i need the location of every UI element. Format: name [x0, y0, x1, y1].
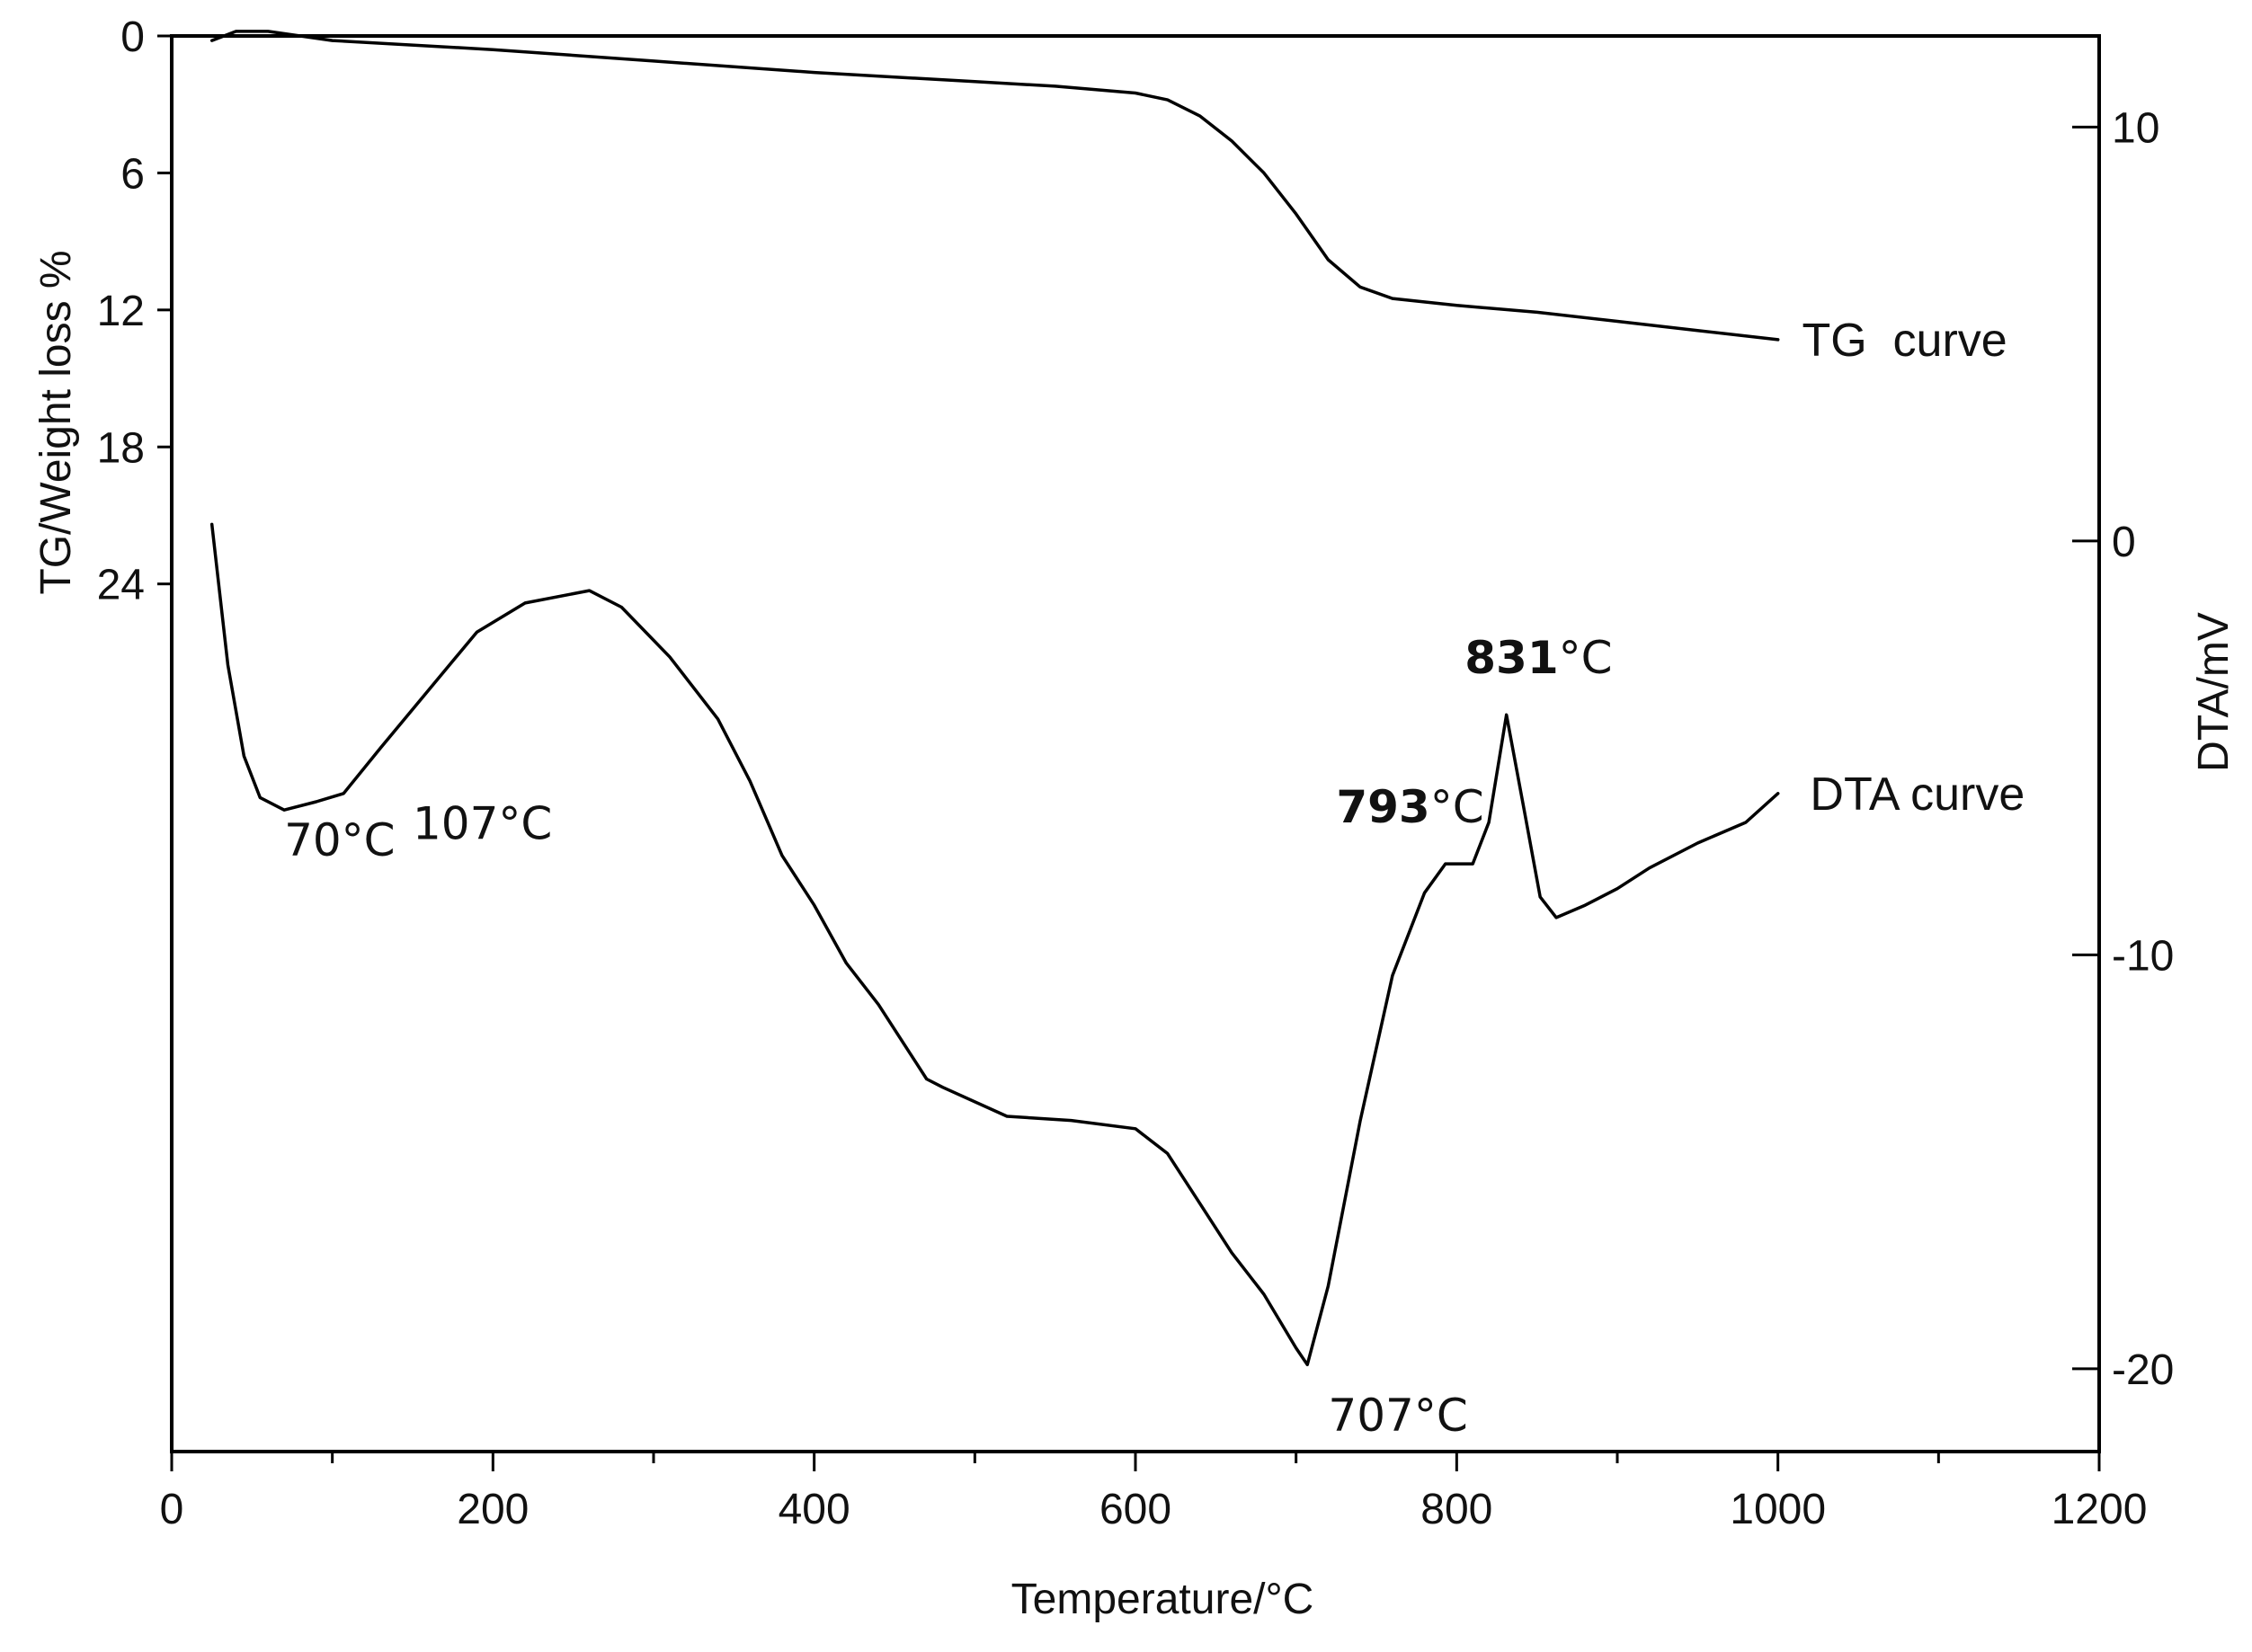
dta-series-line: [209, 522, 1780, 1367]
left-y-tick-label: 0: [120, 13, 145, 61]
annotation-text: 70°C: [284, 814, 396, 866]
annotation-a793: 793°C: [1336, 781, 1483, 833]
x-tick-label: 600: [1099, 1486, 1171, 1533]
x-axis-ticks: 0 200 400 600 800 1000 1200: [160, 1452, 2148, 1533]
dta-label: DTA curve: [1810, 768, 2025, 821]
left-y-axis-label: TG/Weight loss %: [32, 250, 80, 594]
annotation-text: °C: [1430, 781, 1484, 833]
tg-series-line: [209, 30, 1780, 342]
x-tick-label: 200: [457, 1486, 529, 1533]
annotation-text: °C: [1559, 632, 1613, 684]
left-y-tick-label: 18: [97, 424, 145, 472]
right-y-tick-label: 10: [2112, 104, 2159, 152]
annotation-text: 707°C: [1328, 1390, 1467, 1442]
left-y-tick-label: 12: [97, 288, 145, 335]
annotation-a107: 107°C: [413, 797, 552, 849]
right-y-tick-label: -10: [2112, 932, 2174, 980]
annotation-a707: 707°C: [1328, 1390, 1467, 1442]
annotation-a70: 70°C: [284, 814, 396, 866]
tg-label: TG curve: [1802, 315, 2007, 367]
right-y-tick-label: 0: [2112, 519, 2136, 566]
right-y-axis-ticks: 10 0 -10 -20: [2072, 104, 2174, 1394]
plot-frame: [170, 34, 2101, 1453]
x-tick-label: 0: [160, 1486, 184, 1533]
left-y-tick-label: 24: [97, 562, 145, 609]
x-tick-label: 800: [1420, 1486, 1492, 1533]
curve-labels: TG curve DTA curve: [1802, 315, 2025, 821]
right-y-tick-label: -20: [2112, 1346, 2174, 1394]
x-tick-label: 1200: [2052, 1486, 2148, 1533]
annotation-text: 107°C: [413, 797, 552, 849]
left-y-tick-label: 6: [120, 150, 145, 198]
annotation-a831: 831°C: [1464, 632, 1612, 684]
x-axis-label: Temperature/°C: [1011, 1576, 1314, 1623]
x-tick-label: 400: [779, 1486, 850, 1533]
right-y-axis-label: DTA/mV: [2190, 612, 2238, 772]
annotation-bold-part: 831: [1464, 632, 1558, 684]
annotation-bold-part: 793: [1336, 781, 1429, 833]
x-tick-label: 1000: [1730, 1486, 1826, 1533]
left-y-axis-ticks: 0 6 12 18 24: [97, 13, 172, 609]
